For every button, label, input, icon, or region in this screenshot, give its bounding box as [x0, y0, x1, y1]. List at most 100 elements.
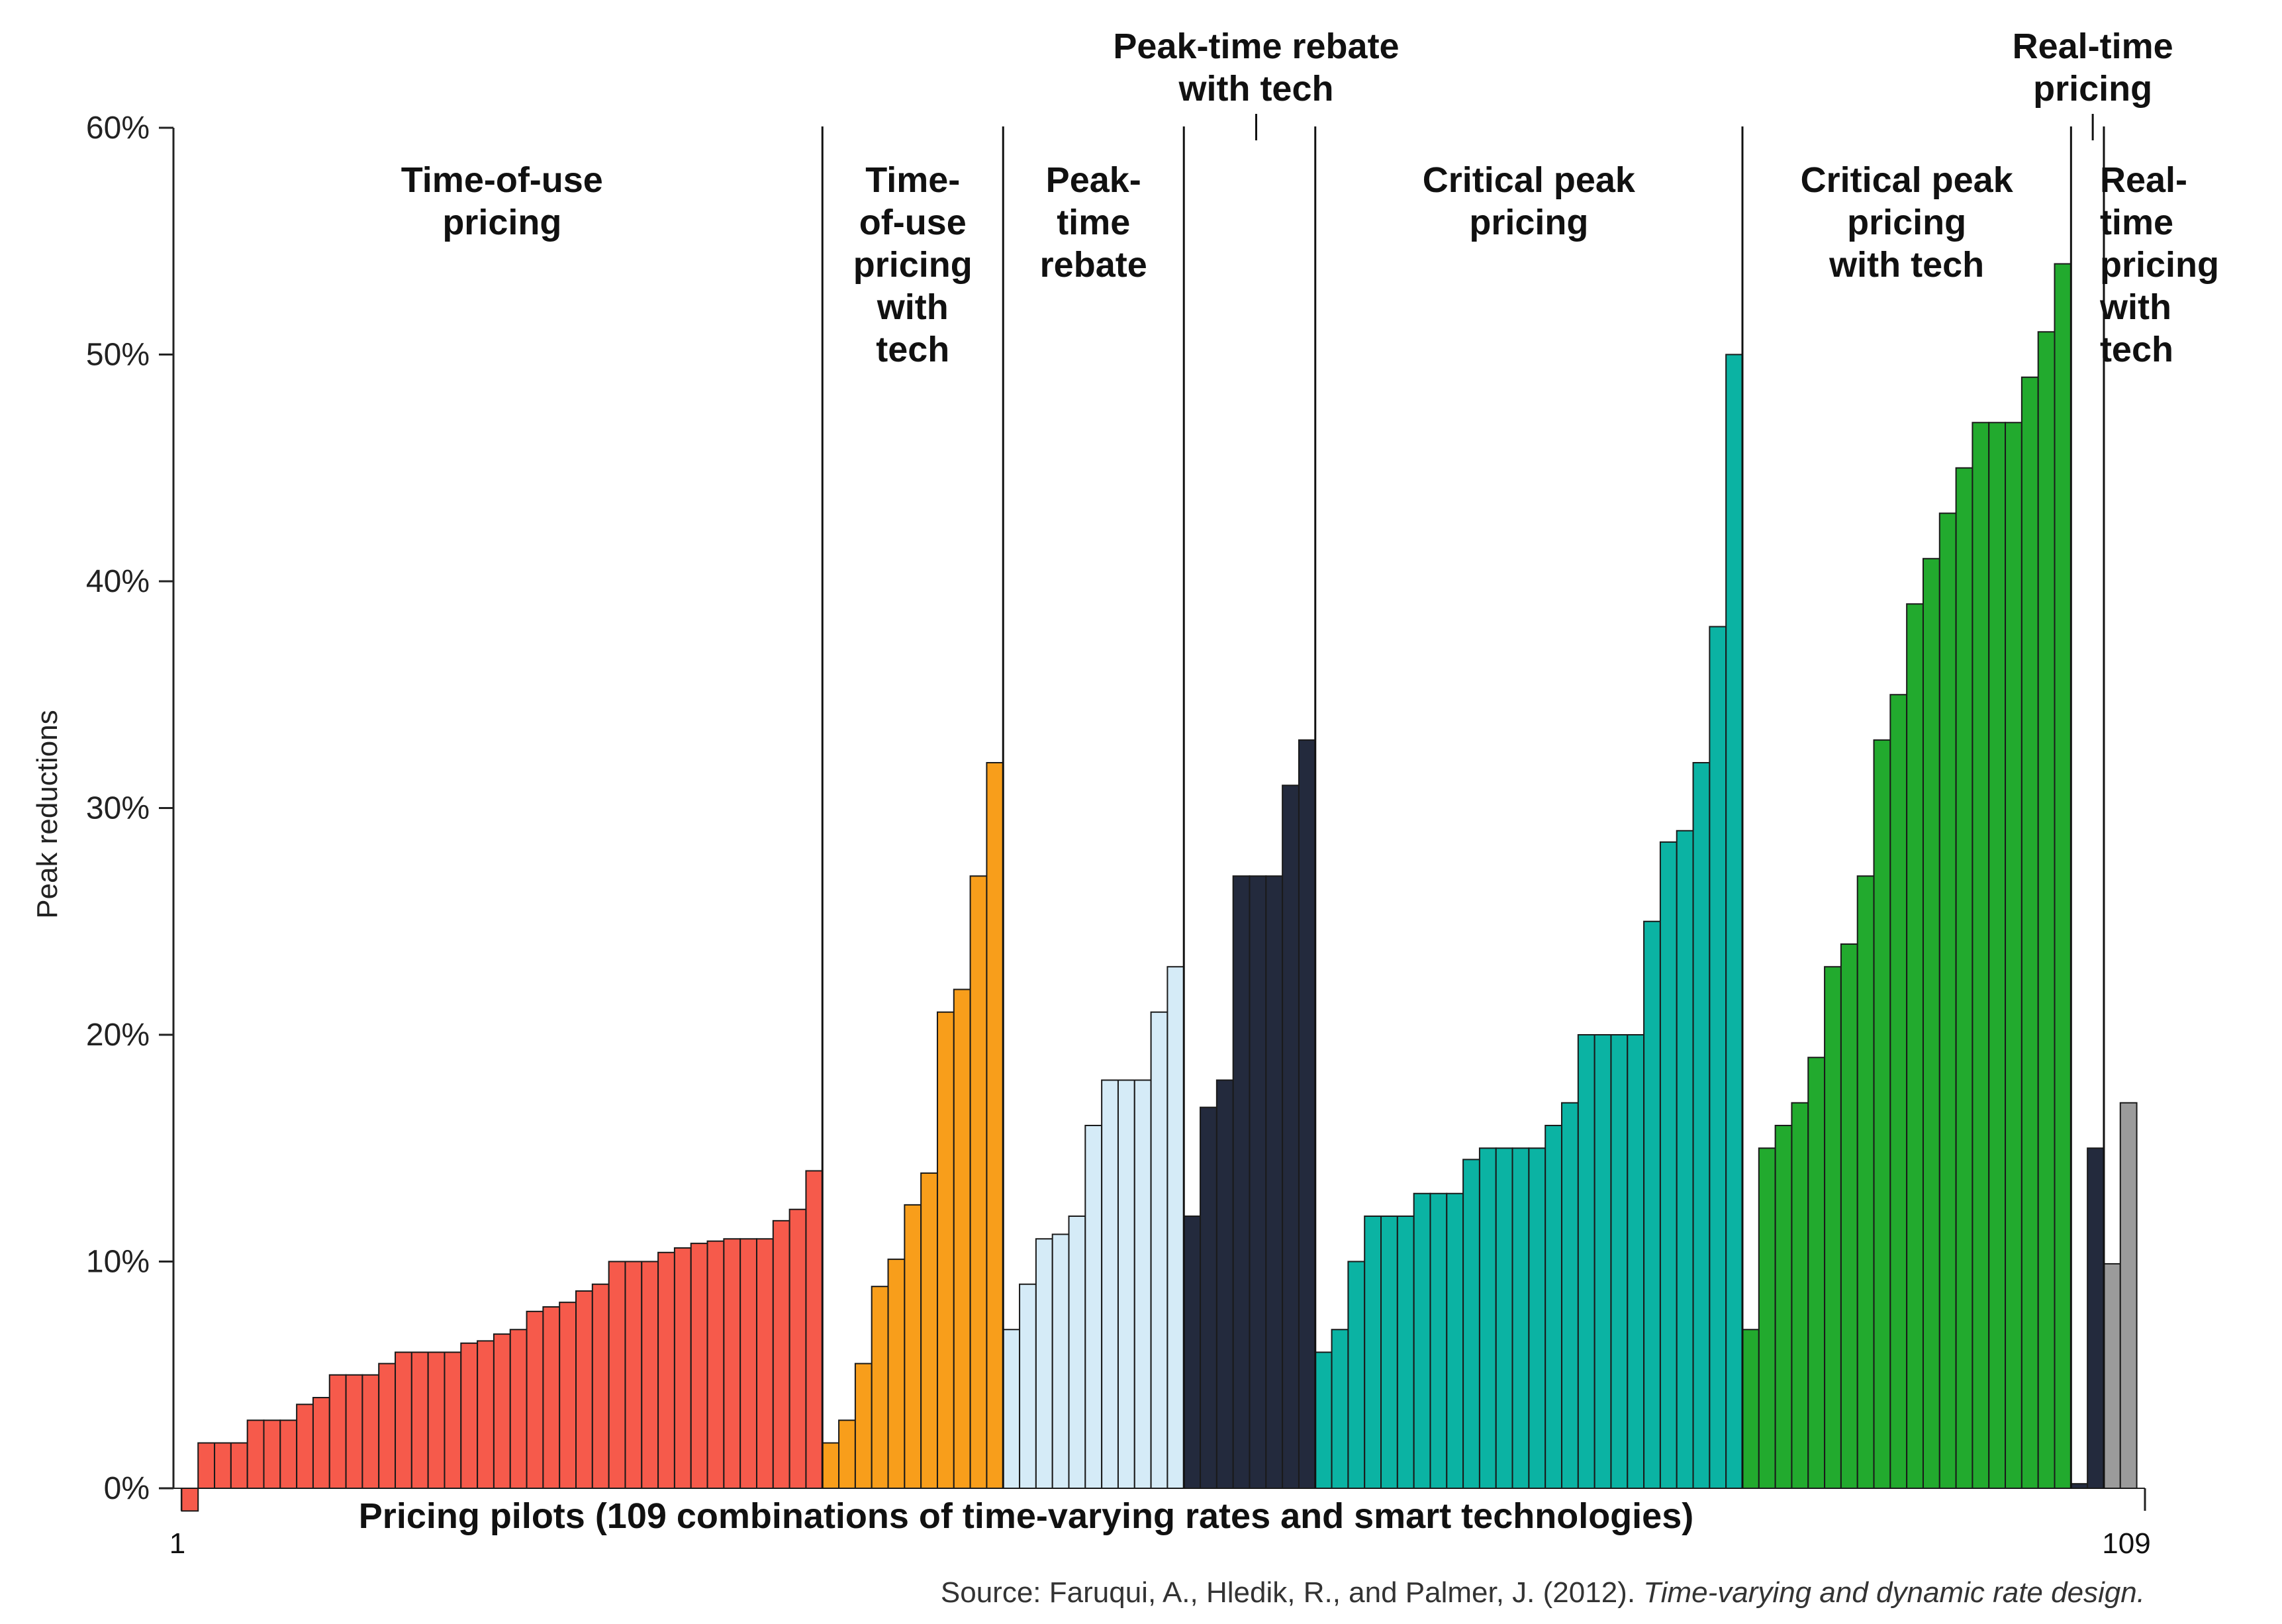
group-label-line: time [2100, 203, 2173, 242]
bar [1774, 1125, 1793, 1489]
y-tick-label: 40% [86, 564, 150, 599]
bar [1627, 1034, 1645, 1489]
bar [1002, 1329, 1021, 1489]
bar [1084, 1125, 1103, 1489]
y-tick-label: 0% [104, 1471, 150, 1506]
group-label-line: Critical peak [1423, 160, 1636, 200]
bar [1593, 1034, 1612, 1489]
bar [1314, 1351, 1333, 1489]
bar [1528, 1147, 1546, 1489]
group-label-line: pricing [1469, 203, 1588, 242]
bar [887, 1259, 906, 1489]
source-title: Time-varying and dynamic rate design. [1643, 1576, 2145, 1609]
bar [312, 1397, 330, 1489]
bar [427, 1351, 446, 1489]
bar [1807, 1057, 1826, 1489]
source-citation: Source: Faruqui, A., Hledik, R., and Pal… [941, 1576, 1643, 1609]
bar [1610, 1034, 1629, 1489]
group-labels: Time-of-usepricingTime-of-usepricingwith… [401, 26, 2219, 369]
bar [1019, 1283, 1037, 1489]
bar [986, 762, 1004, 1489]
bar [1478, 1147, 1497, 1489]
bar [1758, 1147, 1776, 1489]
bar [904, 1204, 922, 1489]
bar [246, 1419, 265, 1489]
group-label-line: Peak-time rebate [1113, 26, 1399, 66]
bar [1873, 739, 1891, 1489]
bar [1413, 1192, 1431, 1489]
bar [1643, 920, 1661, 1489]
group-label-line: pricing [1847, 203, 1966, 242]
bar [871, 1286, 889, 1490]
bar [772, 1219, 790, 1489]
bar [854, 1362, 873, 1489]
y-axis-title: Peak reductions [31, 710, 64, 919]
bar [1446, 1192, 1464, 1489]
bar [788, 1208, 807, 1489]
y-tick-label: 50% [86, 338, 150, 373]
bar [1906, 603, 1924, 1489]
group-label-line: with tech [1829, 245, 1984, 285]
bar [641, 1261, 659, 1489]
bar [1035, 1238, 1053, 1489]
group-label-line: with tech [1178, 69, 1333, 109]
bar [1249, 875, 1267, 1489]
group-separators [821, 126, 2105, 1488]
bar [197, 1442, 216, 1489]
group-label-line: tech [2100, 330, 2173, 369]
y-tick-label: 10% [86, 1245, 150, 1280]
bar [378, 1362, 397, 1489]
bar [1988, 422, 2007, 1489]
bar [1741, 1329, 1760, 1489]
bar [690, 1243, 708, 1489]
bar [395, 1351, 412, 1489]
bar [361, 1374, 380, 1489]
bar [410, 1351, 429, 1489]
group-label-line: Time-of-use [401, 160, 603, 200]
bar [739, 1238, 757, 1489]
bar [1545, 1125, 1563, 1489]
bar [2005, 422, 2022, 1489]
bar [969, 875, 988, 1489]
bar [1282, 785, 1300, 1489]
bar [1495, 1147, 1513, 1489]
bar [1117, 1079, 1135, 1489]
bar [936, 1011, 955, 1489]
bar [953, 988, 971, 1489]
bar [591, 1283, 610, 1489]
group-label-line: tech [876, 330, 949, 369]
bar [328, 1374, 347, 1489]
bar [345, 1374, 363, 1489]
bar [1659, 841, 1678, 1489]
x-end-label: 109 [2102, 1527, 2150, 1560]
bar [1215, 1079, 1234, 1489]
bar [1692, 762, 1711, 1489]
bar [575, 1290, 593, 1490]
y-tick-label: 30% [86, 791, 150, 826]
bar [1511, 1147, 1530, 1489]
bar [1232, 875, 1251, 1489]
bar [2119, 1102, 2138, 1489]
group-label-line: rebate [1040, 245, 1147, 285]
bar [1922, 557, 1940, 1489]
bar [526, 1310, 544, 1489]
bar [920, 1172, 938, 1490]
bars [181, 263, 2138, 1512]
bar [2070, 1483, 2089, 1489]
group-label-line: Time- [865, 160, 960, 200]
bar [444, 1351, 462, 1489]
bar [1183, 1216, 1202, 1489]
bar [1051, 1233, 1070, 1490]
y-tick-label: 20% [86, 1018, 150, 1053]
bar [1133, 1079, 1152, 1489]
bar [1331, 1329, 1349, 1489]
bar [230, 1442, 248, 1489]
bar [822, 1442, 840, 1489]
